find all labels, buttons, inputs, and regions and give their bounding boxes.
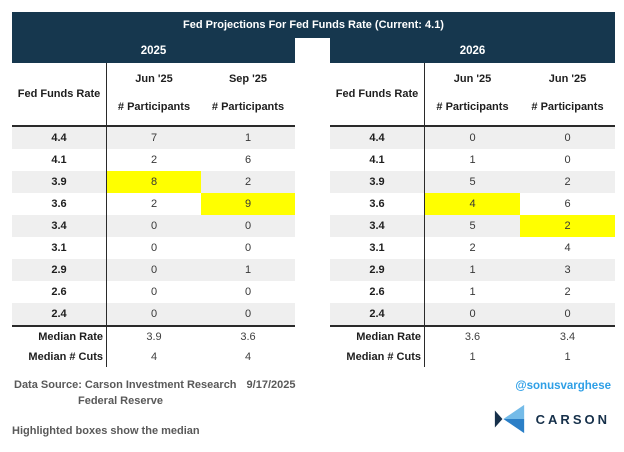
participants-cell: 2 [201,171,295,193]
participants-cell: 0 [564,154,571,166]
participants-cell: 0 [150,242,158,254]
rate-cell: 3.9 [12,171,107,193]
rate-cell: 4.1 [12,149,107,171]
rate-cell: 2.4 [12,303,107,325]
participants-column-header: Jun '25 # Participants [520,63,615,127]
median-note: Highlighted boxes show the median [12,425,200,437]
rate-cell: 3.1 [330,237,425,259]
projection-table-2026: Fed Funds Rate Jun '25 # Participants Jun '… [330,63,615,367]
carson-logo-icon [494,404,524,434]
data-source-date: 9/17/2025 [246,379,296,391]
median-cuts-value: 1 [564,350,571,363]
rate-cell: 3.6 [12,193,107,215]
participants-cell: 2 [150,198,158,210]
participants-cell: 0 [520,303,615,325]
median-cuts-value: 1 [469,350,476,363]
carson-logo-wordmark: CARSON [535,411,610,427]
data-source-block: Data Source: Carson Investment Research 9… [14,377,295,409]
median-rate-value: 3.6 [201,325,295,346]
participants-cell: 2 [520,215,615,237]
year-label-2025: 2025 [140,44,167,57]
median-rate-label: Median Rate [12,325,107,346]
rate-cell: 3.9 [330,171,425,193]
rate-column-header: Fed Funds Rate [330,63,425,127]
participants-cell: 3 [520,259,615,281]
column-metric-label: # Participants [211,101,285,113]
participants-cell: 4 [564,242,571,254]
median-cuts-label: Median # Cuts [330,346,425,367]
median-rate-value: 3.4 [520,325,615,346]
carson-logo: CARSON [493,402,610,436]
participants-cell: 0 [244,286,252,298]
social-handle-link[interactable]: @sonusvarghese [515,380,611,392]
data-source-line1: Data Source: Carson Investment Research 9… [14,377,295,393]
participants-column-header: Sep '25 # Participants [201,63,295,127]
data-source-line2: Federal Reserve [78,395,163,407]
rate-cell: 4.4 [330,127,425,149]
median-cuts-value: 4 [150,350,158,363]
rate-cell: 3.4 [330,215,425,237]
column-metric-label: # Participants [436,101,509,113]
year-label-2026: 2026 [459,44,486,57]
participants-cell: 7 [107,127,201,149]
median-rate-value: 3.9 [107,325,201,346]
participants-cell: 1 [425,259,520,281]
rate-cell: 4.1 [330,149,425,171]
participants-cell: 0 [201,215,295,237]
chart-title-bar: Fed Projections For Fed Funds Rate (Curr… [12,12,615,38]
rate-cell: 2.9 [12,259,107,281]
participants-cell: 1 [469,286,476,298]
rate-cell: 3.4 [12,215,107,237]
rate-cell: 2.6 [12,281,107,303]
participants-cell: 0 [107,259,201,281]
median-rate-value: 3.6 [425,325,520,346]
participants-column-header: Jun '25 # Participants [425,63,520,127]
participants-cell: 2 [469,242,476,254]
participants-cell: 0 [425,303,520,325]
participants-cell: 0 [107,303,201,325]
column-period-label: Jun '25 [548,73,587,85]
participants-cell: 0 [244,242,252,254]
participants-cell: 9 [201,193,295,215]
participants-cell: 1 [469,154,476,166]
rate-cell: 3.1 [12,237,107,259]
column-period-label: Sep '25 [228,73,268,85]
participants-cell: 1 [201,259,295,281]
participants-cell: 1 [201,127,295,149]
participants-cell: 0 [107,215,201,237]
chart-title: Fed Projections For Fed Funds Rate (Curr… [183,19,444,31]
median-rate-label: Median Rate [330,325,425,346]
participants-cell: 5 [425,171,520,193]
data-source-label: Data Source: Carson Investment Research [14,379,237,391]
rate-cell: 2.4 [330,303,425,325]
median-cuts-label: Median # Cuts [12,346,107,367]
column-period-label: Jun '25 [135,73,173,85]
year-band-2025: 2025 [12,38,295,63]
column-metric-label: # Participants [117,101,191,113]
participants-cell: 2 [150,154,158,166]
participants-cell: 8 [107,171,201,193]
rate-cell: 3.6 [330,193,425,215]
rate-cell: 2.6 [330,281,425,303]
participants-column-header: Jun '25 # Participants [107,63,201,127]
participants-cell: 2 [520,171,615,193]
participants-cell: 5 [425,215,520,237]
rate-cell: 4.4 [12,127,107,149]
rate-column-header: Fed Funds Rate [12,63,107,127]
column-period-label: Jun '25 [453,73,492,85]
participants-cell: 0 [520,127,615,149]
participants-cell: 6 [564,198,571,210]
median-cuts-value: 4 [244,350,252,363]
rate-cell: 2.9 [330,259,425,281]
participants-cell: 2 [564,286,571,298]
participants-cell: 0 [150,286,158,298]
column-metric-label: # Participants [531,101,604,113]
projection-table-2025: Fed Funds Rate Jun '25 # Participants Sep '… [12,63,295,367]
participants-cell: 4 [425,193,520,215]
participants-cell: 6 [244,154,252,166]
participants-cell: 0 [201,303,295,325]
year-band-2026: 2026 [330,38,615,63]
participants-cell: 0 [425,127,520,149]
